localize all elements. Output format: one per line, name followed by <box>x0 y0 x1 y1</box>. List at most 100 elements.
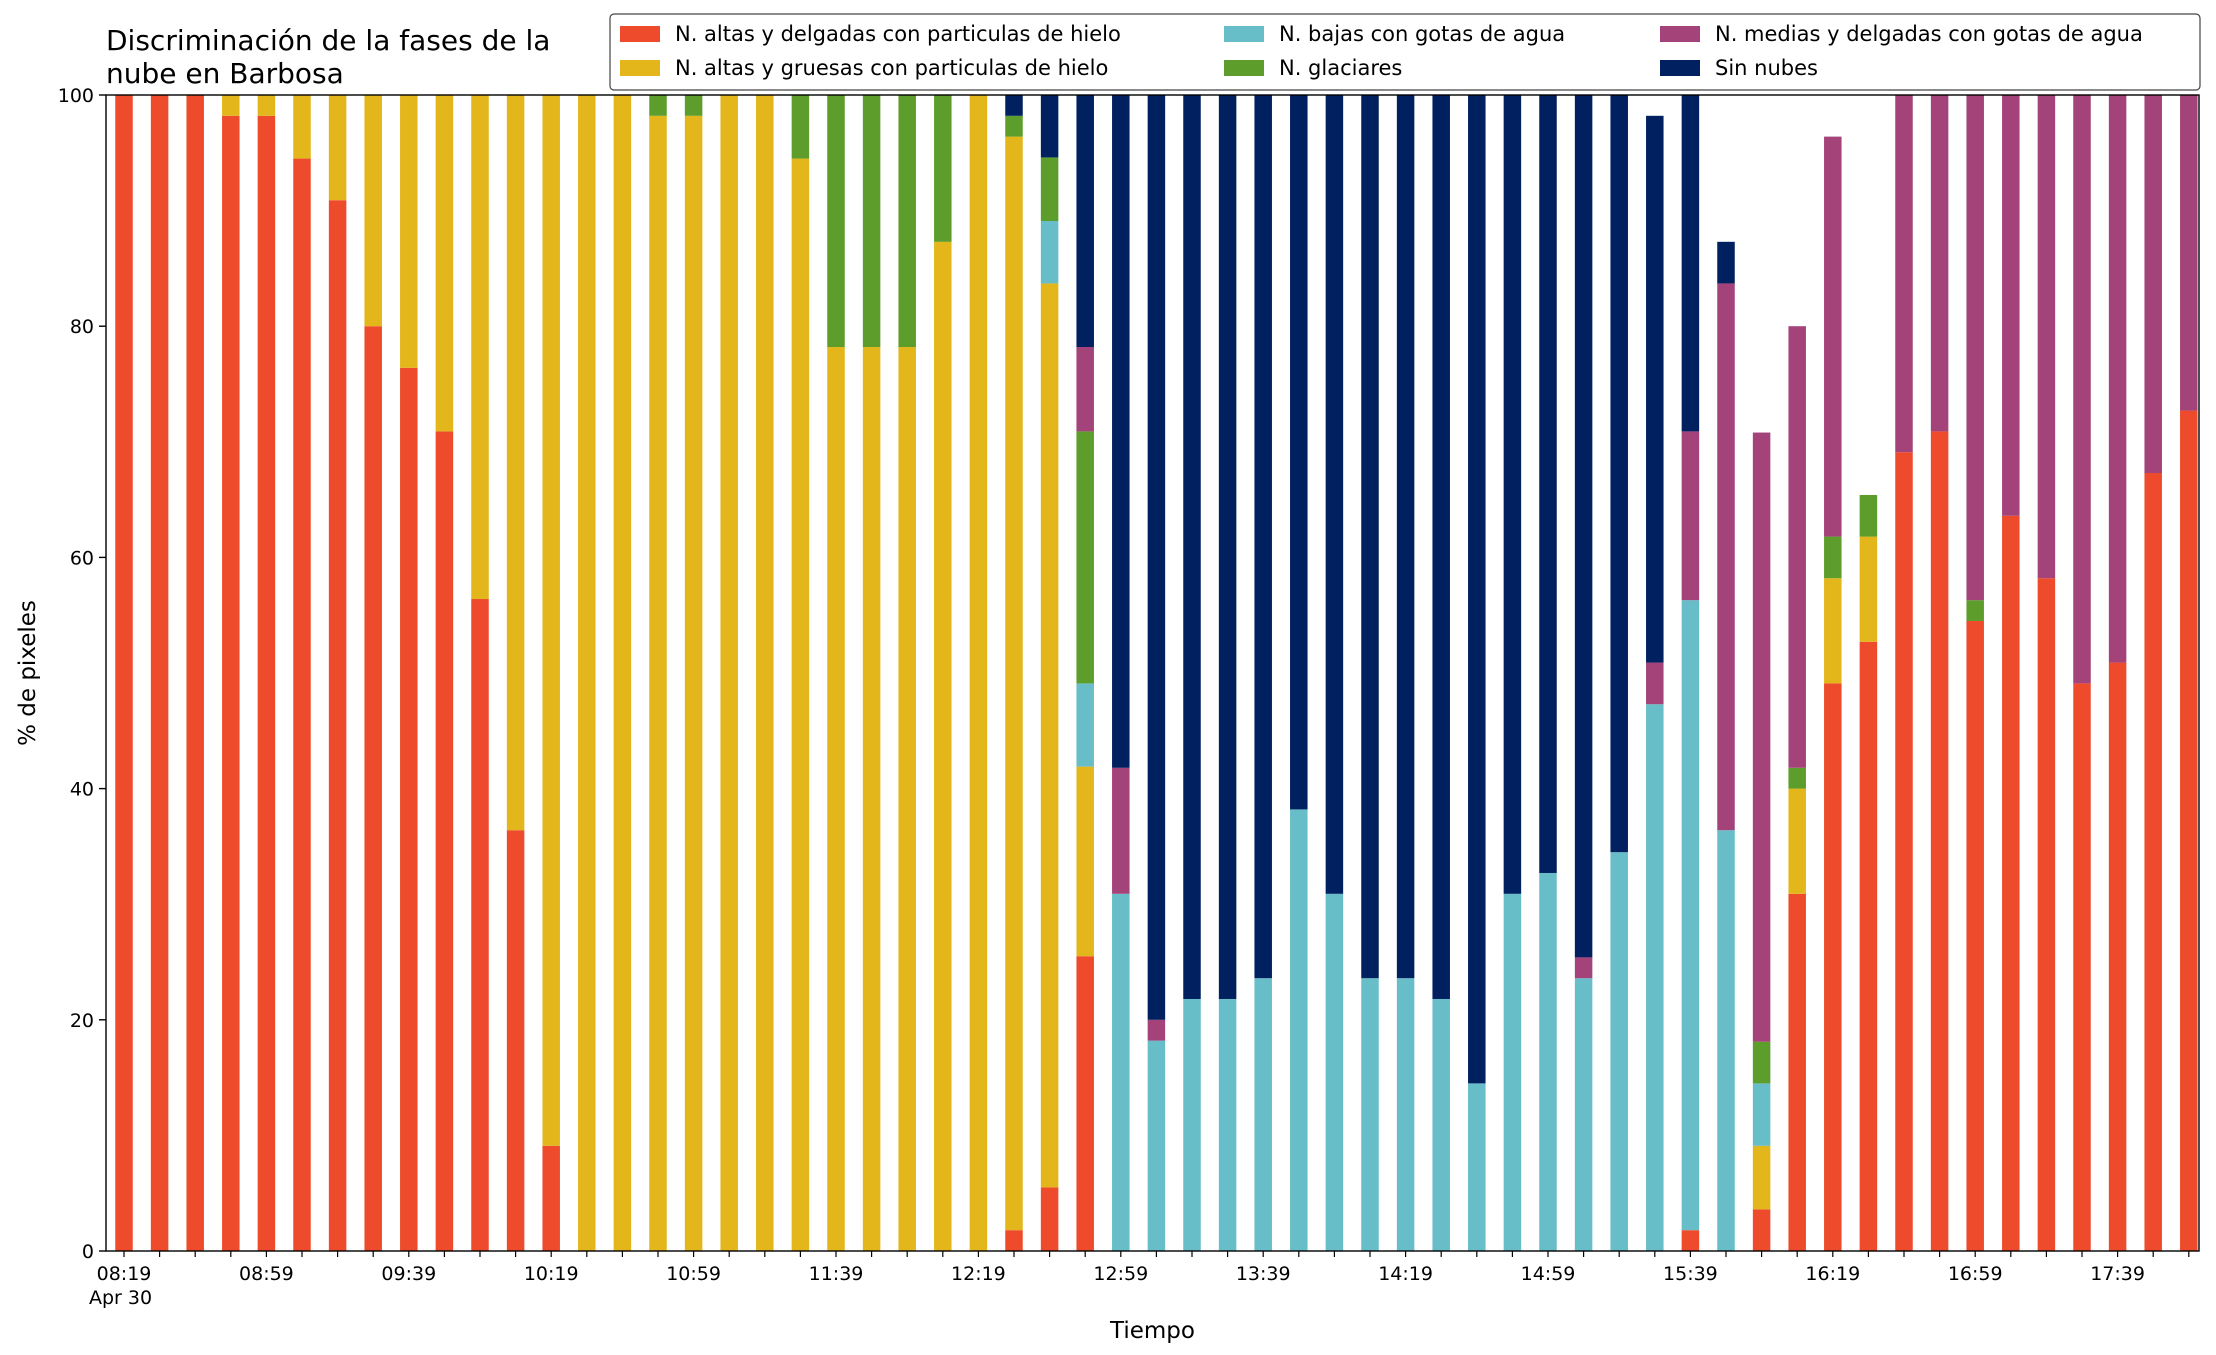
bar-n-medias-y-delgadas-con-gotas-de-agua-48 <box>1824 136 1842 537</box>
bar-n-altas-y-delgadas-con-particulas-de-hielo-48 <box>1824 683 1842 1251</box>
bar-n-bajas-con-gotas-de-agua-33 <box>1290 809 1308 1251</box>
y-tick-label: 80 <box>70 316 94 338</box>
bar-n-altas-y-delgadas-con-particulas-de-hielo-56 <box>2108 662 2127 1251</box>
bar-n-altas-y-gruesas-con-particulas-de-hielo-21 <box>862 347 881 1251</box>
y-axis-label: % de pixeles <box>15 600 41 746</box>
legend-swatch-n-altas-y-delgadas-con-particulas-de-hielo <box>620 26 660 42</box>
axes: 0 20 40 60 80 100 08:19 08:59 09:39 10:19 10:59 11:… <box>58 85 2200 1309</box>
bar-n-bajas-con-gotas-de-agua-41 <box>1574 978 1593 1251</box>
bar-sin-nubes-35 <box>1361 95 1379 979</box>
bar-sin-nubes-28 <box>1112 95 1130 768</box>
bar-n-bajas-con-gotas-de-agua-27 <box>1076 683 1094 767</box>
bar-n-bajas-con-gotas-de-agua-37 <box>1432 998 1450 1251</box>
bar-n-glaciares-27 <box>1076 431 1094 684</box>
x-tick-label: 12:19 <box>951 1263 1006 1285</box>
bar-n-medias-y-delgadas-con-gotas-de-agua-27 <box>1076 347 1094 432</box>
x-tick-label: 16:59 <box>1948 1263 2003 1285</box>
bar-n-altas-y-delgadas-con-particulas-de-hielo-55 <box>2073 683 2091 1251</box>
bar-n-altas-y-gruesas-con-particulas-de-hielo-17 <box>720 95 738 1251</box>
bar-n-altas-y-gruesas-con-particulas-de-hielo-10 <box>471 95 489 600</box>
bar-n-bajas-con-gotas-de-agua-38 <box>1468 1083 1486 1251</box>
bar-n-altas-y-delgadas-con-particulas-de-hielo-52 <box>1966 620 1984 1251</box>
bar-sin-nubes-32 <box>1254 95 1272 979</box>
bar-n-altas-y-delgadas-con-particulas-de-hielo-9 <box>435 431 454 1251</box>
bar-sin-nubes-26 <box>1040 95 1059 158</box>
bar-n-glaciares-52 <box>1966 600 1984 621</box>
bar-n-bajas-con-gotas-de-agua-28 <box>1112 893 1130 1251</box>
bar-sin-nubes-27 <box>1076 95 1094 348</box>
x-axis-label: Tiempo <box>1109 1318 1195 1344</box>
bar-n-medias-y-delgadas-con-gotas-de-agua-52 <box>1966 95 1984 601</box>
bar-n-altas-y-delgadas-con-particulas-de-hielo-4 <box>257 115 276 1251</box>
bar-n-bajas-con-gotas-de-agua-45 <box>1717 830 1735 1251</box>
legend-swatch-n-medias-y-delgadas-con-gotas-de-agua <box>1660 26 1700 42</box>
legend-label-sin-nubes: Sin nubes <box>1715 56 1818 80</box>
bar-n-altas-y-gruesas-con-particulas-de-hielo-12 <box>542 95 560 1146</box>
bar-n-glaciares-22 <box>898 95 916 348</box>
bar-n-altas-y-gruesas-con-particulas-de-hielo-16 <box>684 115 703 1251</box>
bar-sin-nubes-31 <box>1218 95 1237 999</box>
bar-n-altas-y-delgadas-con-particulas-de-hielo-51 <box>1930 431 1949 1251</box>
bar-n-altas-y-gruesas-con-particulas-de-hielo-46 <box>1752 1145 1771 1210</box>
bar-n-altas-y-delgadas-con-particulas-de-hielo-49 <box>1859 641 1878 1251</box>
bar-sin-nubes-45 <box>1717 241 1735 284</box>
x-tick-label: 08:59 <box>239 1263 294 1285</box>
bar-n-altas-y-gruesas-con-particulas-de-hielo-47 <box>1788 788 1806 894</box>
bar-n-bajas-con-gotas-de-agua-36 <box>1396 978 1415 1251</box>
bar-n-altas-y-delgadas-con-particulas-de-hielo-54 <box>2037 578 2056 1251</box>
bar-n-altas-y-gruesas-con-particulas-de-hielo-9 <box>435 95 454 432</box>
bar-n-altas-y-gruesas-con-particulas-de-hielo-48 <box>1824 578 1842 684</box>
bar-n-glaciares-48 <box>1824 536 1842 579</box>
bar-sin-nubes-34 <box>1325 95 1344 894</box>
bar-n-altas-y-delgadas-con-particulas-de-hielo-26 <box>1040 1187 1059 1251</box>
bar-n-bajas-con-gotas-de-agua-31 <box>1218 998 1237 1251</box>
bar-n-altas-y-delgadas-con-particulas-de-hielo-6 <box>328 200 347 1252</box>
bar-n-medias-y-delgadas-con-gotas-de-agua-53 <box>2002 95 2020 516</box>
bar-n-altas-y-gruesas-con-particulas-de-hielo-18 <box>756 95 774 1251</box>
bar-n-altas-y-gruesas-con-particulas-de-hielo-11 <box>506 95 525 831</box>
bar-n-bajas-con-gotas-de-agua-35 <box>1361 978 1379 1251</box>
bar-n-medias-y-delgadas-con-gotas-de-agua-54 <box>2037 95 2056 579</box>
x-tick-label: 14:59 <box>1521 1263 1576 1285</box>
bar-n-altas-y-gruesas-con-particulas-de-hielo-19 <box>791 158 810 1252</box>
legend-swatch-n-bajas-con-gotas-de-agua <box>1224 26 1264 42</box>
bar-n-altas-y-delgadas-con-particulas-de-hielo-5 <box>293 158 311 1252</box>
bar-n-bajas-con-gotas-de-agua-44 <box>1681 600 1700 1231</box>
bar-n-glaciares-16 <box>684 95 703 116</box>
bar-n-altas-y-gruesas-con-particulas-de-hielo-13 <box>578 95 596 1251</box>
x-tick-label: 10:19 <box>524 1263 579 1285</box>
bar-n-glaciares-49 <box>1859 494 1878 537</box>
bar-n-medias-y-delgadas-con-gotas-de-agua-47 <box>1788 326 1806 768</box>
legend-label-n-medias-y-delgadas-con-gotas-de-agua: N. medias y delgadas con gotas de agua <box>1715 22 2143 46</box>
x-tick-label: 14:19 <box>1378 1263 1433 1285</box>
bar-n-medias-y-delgadas-con-gotas-de-agua-56 <box>2108 95 2127 663</box>
bar-n-glaciares-15 <box>649 95 667 116</box>
bar-n-altas-y-delgadas-con-particulas-de-hielo-3 <box>222 115 240 1251</box>
bar-sin-nubes-44 <box>1681 95 1700 432</box>
bar-n-glaciares-19 <box>791 95 810 159</box>
y-tick-label: 20 <box>70 1010 94 1032</box>
x-tick-label: 08:19 <box>97 1263 152 1285</box>
bar-n-medias-y-delgadas-con-gotas-de-agua-46 <box>1752 432 1771 1042</box>
bar-n-bajas-con-gotas-de-agua-34 <box>1325 893 1344 1251</box>
x-tick-label: 10:59 <box>666 1263 721 1285</box>
bar-n-bajas-con-gotas-de-agua-29 <box>1147 1040 1166 1251</box>
x-tick-label: 16:19 <box>1805 1263 1860 1285</box>
x-tick-label: 09:39 <box>381 1263 436 1285</box>
bar-n-altas-y-gruesas-con-particulas-de-hielo-27 <box>1076 766 1094 957</box>
bar-n-bajas-con-gotas-de-agua-40 <box>1539 872 1557 1251</box>
bar-n-altas-y-delgadas-con-particulas-de-hielo-8 <box>400 367 418 1251</box>
bar-n-medias-y-delgadas-con-gotas-de-agua-44 <box>1681 431 1700 601</box>
bar-n-altas-y-delgadas-con-particulas-de-hielo-25 <box>1005 1230 1023 1251</box>
bar-n-altas-y-gruesas-con-particulas-de-hielo-15 <box>649 115 667 1251</box>
bar-n-glaciares-46 <box>1752 1041 1771 1084</box>
bar-n-medias-y-delgadas-con-gotas-de-agua-51 <box>1930 95 1949 432</box>
bar-n-altas-y-delgadas-con-particulas-de-hielo-11 <box>506 830 525 1251</box>
bar-sin-nubes-25 <box>1005 95 1023 116</box>
legend-label-n-glaciares: N. glaciares <box>1279 56 1402 80</box>
bar-n-glaciares-47 <box>1788 767 1806 789</box>
bar-sin-nubes-29 <box>1147 95 1166 1020</box>
